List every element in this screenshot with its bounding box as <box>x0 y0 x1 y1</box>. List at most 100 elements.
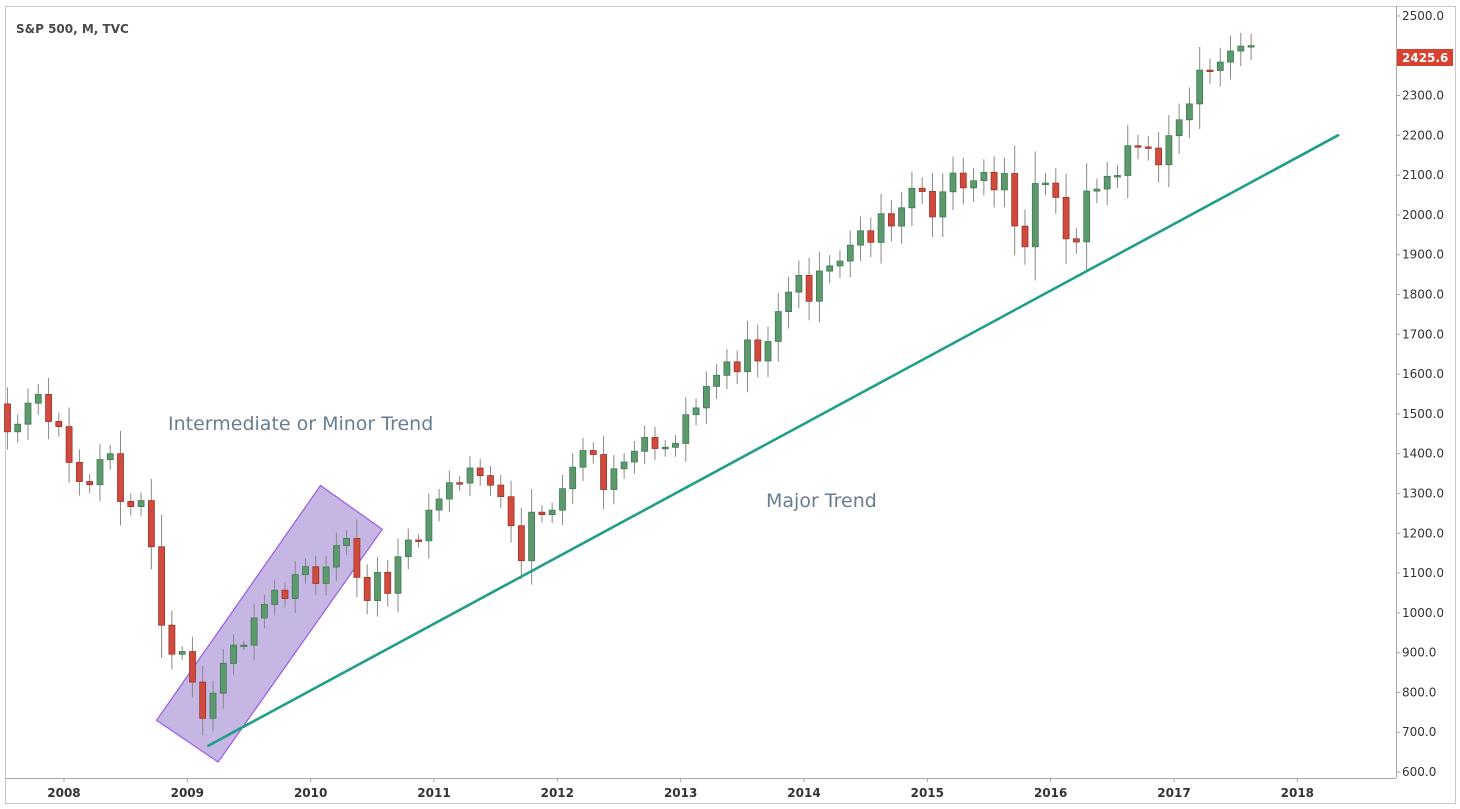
candle[interactable] <box>1196 46 1204 129</box>
candle[interactable] <box>692 398 700 426</box>
candle[interactable] <box>559 474 566 526</box>
candle[interactable] <box>846 230 854 278</box>
candle[interactable] <box>723 349 731 390</box>
candle[interactable] <box>106 444 114 470</box>
candle[interactable] <box>774 292 782 362</box>
price-axis[interactable]: 600.0 700.0 800.0 900.0 1000.0 1100.0 1200.0 13… <box>1396 9 1444 779</box>
candle[interactable] <box>65 407 73 483</box>
candle[interactable] <box>322 556 330 596</box>
candle[interactable] <box>805 257 813 321</box>
candle[interactable] <box>579 437 587 481</box>
candle[interactable] <box>14 414 22 443</box>
candle[interactable] <box>260 594 268 629</box>
candle[interactable] <box>733 350 741 385</box>
candle[interactable] <box>507 480 515 543</box>
candle[interactable] <box>569 453 577 504</box>
candle[interactable] <box>867 217 875 258</box>
candle[interactable] <box>343 530 351 555</box>
candle[interactable] <box>1206 58 1214 84</box>
candle[interactable] <box>1083 163 1091 272</box>
candle[interactable] <box>435 489 443 522</box>
candle[interactable] <box>45 377 52 440</box>
candle[interactable] <box>1175 103 1183 154</box>
candle[interactable] <box>147 478 155 570</box>
candle[interactable] <box>404 528 412 570</box>
candle[interactable] <box>682 397 690 462</box>
candle[interactable] <box>538 505 546 523</box>
candle[interactable] <box>1247 33 1255 60</box>
candle[interactable] <box>703 371 710 425</box>
candle[interactable] <box>1216 47 1224 87</box>
candle[interactable] <box>291 561 299 613</box>
candle[interactable] <box>394 538 402 613</box>
candle[interactable] <box>1073 228 1080 254</box>
candle[interactable] <box>970 168 977 202</box>
candle[interactable] <box>795 260 803 309</box>
candle[interactable] <box>754 324 762 378</box>
candle[interactable] <box>445 470 453 513</box>
candle[interactable] <box>898 191 905 244</box>
candle[interactable] <box>857 216 864 262</box>
candle[interactable] <box>384 559 392 607</box>
candle[interactable] <box>877 194 885 264</box>
candle[interactable] <box>1186 87 1193 139</box>
candle[interactable] <box>785 276 792 329</box>
candle[interactable] <box>1093 178 1101 204</box>
candle[interactable] <box>980 159 988 196</box>
candle[interactable] <box>826 255 834 284</box>
candle[interactable] <box>1237 32 1245 67</box>
candle[interactable] <box>117 430 124 526</box>
candle[interactable] <box>312 555 320 596</box>
candle[interactable] <box>487 465 494 496</box>
candle[interactable] <box>589 442 597 464</box>
candle[interactable] <box>127 493 135 516</box>
candle[interactable] <box>1114 165 1121 189</box>
candle[interactable] <box>661 440 669 457</box>
candle[interactable] <box>168 610 176 670</box>
candle[interactable] <box>137 492 145 516</box>
candle[interactable] <box>651 426 659 461</box>
candle[interactable] <box>86 474 94 494</box>
candle[interactable] <box>415 534 423 548</box>
candle[interactable] <box>456 476 464 491</box>
candle[interactable] <box>1227 35 1234 80</box>
candle[interactable] <box>158 514 166 659</box>
candle[interactable] <box>425 493 433 559</box>
candle[interactable] <box>548 502 556 524</box>
candle[interactable] <box>34 383 42 415</box>
candle[interactable] <box>209 680 217 732</box>
candle[interactable] <box>497 474 505 508</box>
candle[interactable] <box>836 250 844 279</box>
candle[interactable] <box>990 156 998 208</box>
candle[interactable] <box>620 453 628 479</box>
candle[interactable] <box>240 640 248 651</box>
candle[interactable] <box>353 519 361 598</box>
candle[interactable] <box>1144 136 1152 161</box>
candle[interactable] <box>600 435 607 510</box>
candle[interactable] <box>764 326 772 378</box>
candle[interactable] <box>55 412 63 437</box>
candle[interactable] <box>230 634 238 675</box>
candle[interactable] <box>888 199 895 242</box>
candle[interactable] <box>959 158 967 205</box>
candle[interactable] <box>199 665 207 736</box>
candle[interactable] <box>939 173 947 238</box>
candle[interactable] <box>1042 173 1049 196</box>
candle[interactable] <box>672 435 679 457</box>
candle[interactable] <box>363 564 371 615</box>
candle[interactable] <box>4 387 11 450</box>
candle[interactable] <box>178 646 186 661</box>
candle[interactable] <box>250 603 258 661</box>
candle[interactable] <box>744 320 751 393</box>
candle[interactable] <box>96 444 104 502</box>
candle[interactable] <box>219 648 227 709</box>
candle[interactable] <box>466 456 474 497</box>
candle[interactable] <box>1134 134 1142 160</box>
candle[interactable] <box>631 440 638 474</box>
candle[interactable] <box>610 455 618 505</box>
candle[interactable] <box>929 172 936 237</box>
candle[interactable] <box>1103 161 1111 206</box>
major-trend-line[interactable] <box>206 134 1340 748</box>
candle[interactable] <box>528 489 535 585</box>
